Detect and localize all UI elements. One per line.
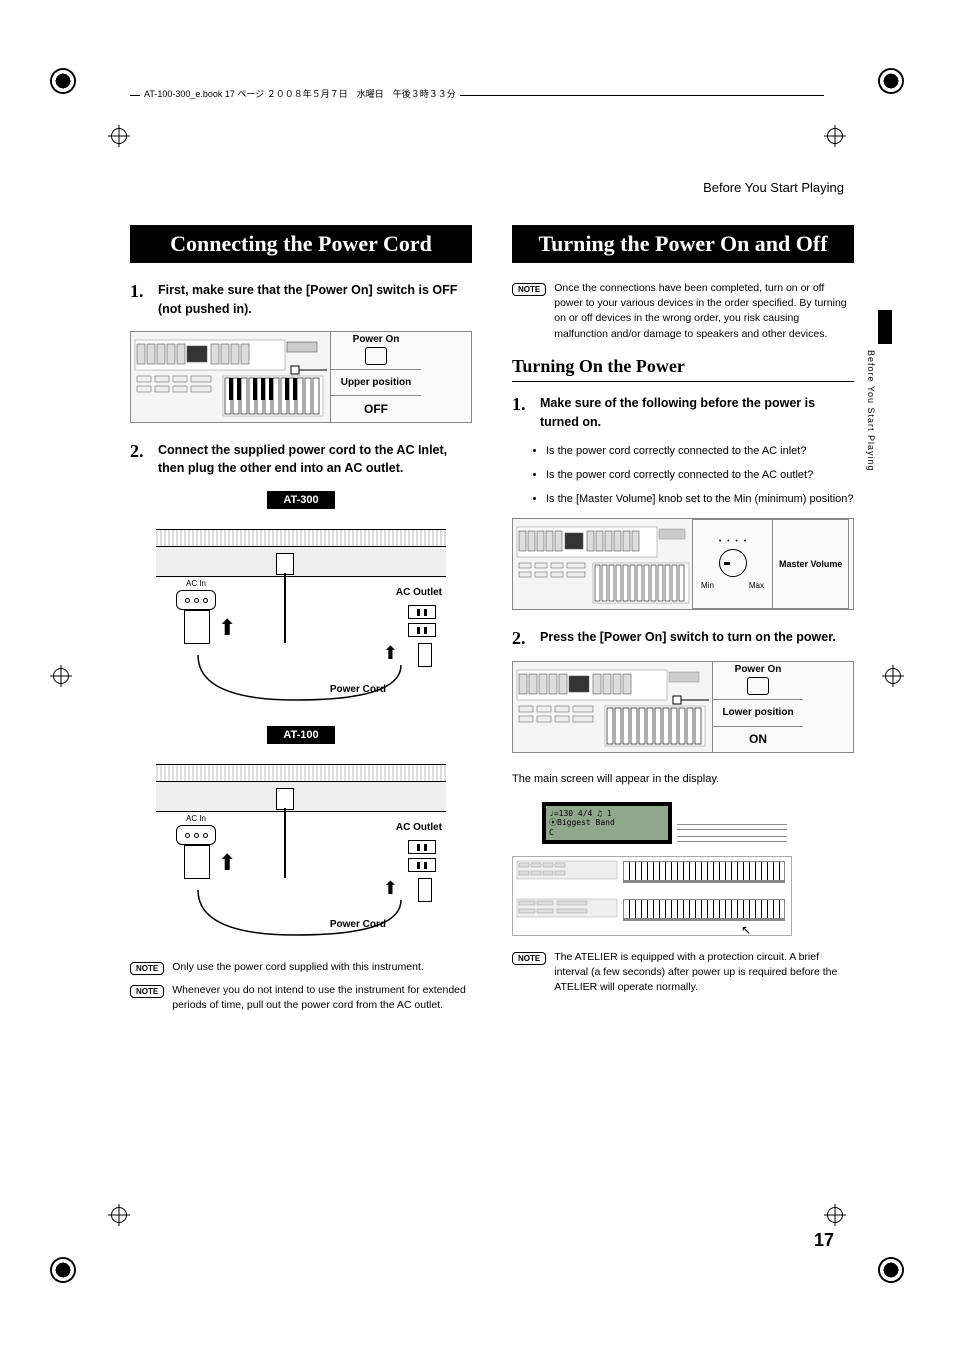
note-badge: NOTE xyxy=(512,283,546,296)
step-number: 1. xyxy=(130,281,150,319)
arrow-up-icon: ⬆ xyxy=(218,850,236,876)
crop-cross xyxy=(824,125,846,147)
figure-power-on: Power On Lower position ON xyxy=(512,661,854,753)
note-badge: NOTE xyxy=(512,952,546,965)
left-column: Connecting the Power Cord 1. First, make… xyxy=(130,225,472,1022)
section-tab xyxy=(878,310,892,344)
step-number: 2. xyxy=(130,441,150,479)
crop-cross xyxy=(882,665,904,687)
plug-icon xyxy=(184,610,210,644)
position-label: Upper position xyxy=(331,370,421,397)
note-text: The ATELIER is equipped with a protectio… xyxy=(554,950,854,996)
power-button-icon xyxy=(365,347,387,365)
power-button-icon xyxy=(747,677,769,695)
reg-mark-tl xyxy=(50,68,76,94)
figure-main-screen: ♩=130 4/4 ♫ 1 ⦿Biggest Band C xyxy=(512,796,792,936)
master-volume-label: Master Volume xyxy=(773,519,849,609)
step-text: Press the [Power On] switch to turn on t… xyxy=(540,628,836,649)
note-row: NOTE Once the connections have been comp… xyxy=(512,281,854,342)
step-number: 2. xyxy=(512,628,532,649)
ac-in-label: AC In xyxy=(186,814,206,823)
power-on-label: Power On xyxy=(735,664,782,675)
step-1-right: 1. Make sure of the following before the… xyxy=(512,394,854,432)
reg-mark-bl xyxy=(50,1257,76,1283)
note-row: NOTE The ATELIER is equipped with a prot… xyxy=(512,950,854,996)
reg-mark-tr xyxy=(878,68,904,94)
plug-icon xyxy=(184,845,210,879)
crop-cross xyxy=(108,125,130,147)
figure-connection-at100: AC In ⬆ AC Outlet ⬆ Power Cord xyxy=(156,750,446,940)
step-2-left: 2. Connect the supplied power cord to th… xyxy=(130,441,472,479)
lcd-line: C xyxy=(549,828,665,838)
lamp-icon xyxy=(276,553,294,643)
subheading: Turning On the Power xyxy=(512,356,854,382)
note-text: Once the connections have been completed… xyxy=(554,281,854,342)
note-badge: NOTE xyxy=(130,962,164,975)
ac-outlet-label: AC Outlet xyxy=(396,587,442,598)
note-row: NOTE Whenever you do not intend to use t… xyxy=(130,983,472,1013)
device-illustration xyxy=(513,662,713,752)
lamp-icon xyxy=(276,788,294,878)
ac-in-label: AC In xyxy=(186,579,206,588)
step-text: Make sure of the following before the po… xyxy=(540,394,854,432)
check-list: Is the power cord correctly connected to… xyxy=(512,443,854,508)
header-file-info: AT-100-300_e.book 17 ページ ２００８年５月７日 水曜日 午… xyxy=(140,87,460,100)
device-illustration xyxy=(131,332,331,422)
model-label-at300: AT-300 xyxy=(267,491,334,509)
max-label: Max xyxy=(749,581,764,590)
figure-master-volume: • • • • Min Max Master Volume xyxy=(512,518,854,610)
reg-mark-br xyxy=(878,1257,904,1283)
step-text: First, make sure that the [Power On] swi… xyxy=(158,281,472,319)
list-item: Is the [Master Volume] knob set to the M… xyxy=(546,491,854,509)
state-label: OFF xyxy=(331,396,421,422)
crop-cross xyxy=(108,1204,130,1226)
section-banner-left: Connecting the Power Cord xyxy=(130,225,472,263)
step-2-right: 2. Press the [Power On] switch to turn o… xyxy=(512,628,854,649)
list-item: Is the power cord correctly connected to… xyxy=(546,443,854,461)
arrow-up-icon: ⬆ xyxy=(218,615,236,641)
lcd-screen: ♩=130 4/4 ♫ 1 ⦿Biggest Band C xyxy=(542,802,672,844)
note-row: NOTE Only use the power cord supplied wi… xyxy=(130,960,472,975)
power-on-label: Power On xyxy=(353,334,400,345)
crop-cross xyxy=(50,665,72,687)
body-text: The main screen will appear in the displ… xyxy=(512,771,854,788)
figure-power-off: Power On Upper position OFF xyxy=(130,331,472,423)
page-number: 17 xyxy=(814,1230,834,1251)
step-1-left: 1. First, make sure that the [Power On] … xyxy=(130,281,472,319)
note-badge: NOTE xyxy=(130,985,164,998)
cord-curve xyxy=(196,655,496,705)
side-tab-label: Before You Start Playing xyxy=(866,350,876,472)
breadcrumb: Before You Start Playing xyxy=(130,180,854,195)
lcd-line: ⦿Biggest Band xyxy=(549,818,665,828)
note-text: Only use the power cord supplied with th… xyxy=(172,960,424,975)
list-item: Is the power cord correctly connected to… xyxy=(546,467,854,485)
lcd-line: ♩=130 4/4 ♫ 1 xyxy=(549,809,665,819)
min-label: Min xyxy=(701,581,714,590)
note-text: Whenever you do not intend to use the in… xyxy=(172,983,472,1013)
volume-knob-icon xyxy=(719,549,747,577)
figure-connection-at300: AC In ⬆ AC Outlet ⬆ Power Cord xyxy=(156,515,446,705)
section-banner-right: Turning the Power On and Off xyxy=(512,225,854,263)
model-label-at100: AT-100 xyxy=(267,726,334,744)
step-text: Connect the supplied power cord to the A… xyxy=(158,441,472,479)
cord-curve xyxy=(196,890,496,940)
ac-outlet-label: AC Outlet xyxy=(396,822,442,833)
position-label: Lower position xyxy=(713,700,803,727)
step-number: 1. xyxy=(512,394,532,432)
state-label: ON xyxy=(713,727,803,753)
right-column: Turning the Power On and Off NOTE Once t… xyxy=(512,225,854,1022)
device-illustration xyxy=(513,519,693,609)
